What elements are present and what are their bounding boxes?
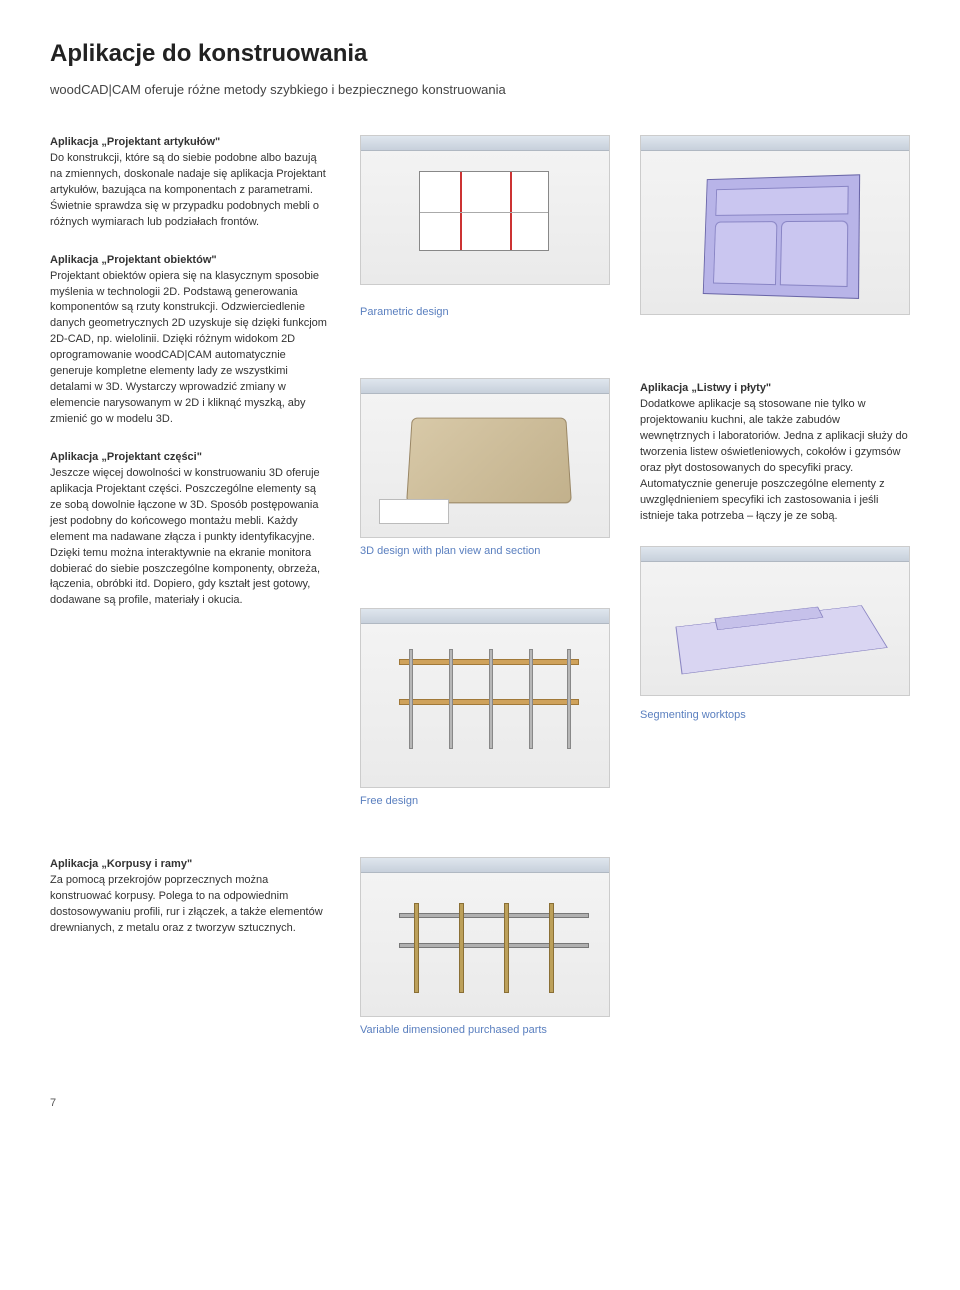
section-obiektow-heading: Aplikacja „Projektant obiektów"	[50, 254, 217, 266]
screenshot-worktop	[640, 546, 910, 696]
caption-worktop: Segmenting worktops	[640, 708, 910, 723]
section-korpusy-heading: Aplikacja „Korpusy i ramy"	[50, 858, 192, 870]
column-middle: Parametric design 3D design with plan vi…	[360, 135, 610, 827]
column-right-bottom	[640, 857, 910, 1056]
section-artykulow-body: Do konstrukcji, które są do siebie podob…	[50, 152, 326, 228]
screenshot-3d-plan	[360, 378, 610, 538]
page-subtitle: woodCAD|CAM oferuje różne metody szybkie…	[50, 82, 910, 97]
screenshot-parametric	[360, 135, 610, 285]
column-left-bottom: Aplikacja „Korpusy i ramy" Za pomocą prz…	[50, 857, 330, 1056]
section-artykulow: Aplikacja „Projektant artykułów" Do kons…	[50, 135, 330, 231]
section-korpusy-body: Za pomocą przekrojów poprzecznych można …	[50, 874, 323, 934]
column-right: Aplikacja „Listwy i płyty" Dodatkowe apl…	[640, 135, 910, 827]
column-left: Aplikacja „Projektant artykułów" Do kons…	[50, 135, 330, 827]
section-listwy-heading: Aplikacja „Listwy i płyty"	[640, 382, 771, 394]
caption-parametric: Parametric design	[360, 305, 610, 320]
section-obiektow-body: Projektant obiektów opiera się na klasyc…	[50, 270, 327, 425]
column-middle-bottom: Variable dimensioned purchased parts	[360, 857, 610, 1056]
section-artykulow-heading: Aplikacja „Projektant artykułów"	[50, 136, 220, 148]
section-czesci-heading: Aplikacja „Projektant części"	[50, 451, 202, 463]
columns: Aplikacja „Projektant artykułów" Do kons…	[50, 135, 910, 827]
section-czesci-body: Jeszcze więcej dowolności w konstruowani…	[50, 467, 320, 607]
caption-variable: Variable dimensioned purchased parts	[360, 1023, 610, 1038]
screenshot-variable	[360, 857, 610, 1017]
caption-free: Free design	[360, 794, 610, 809]
section-obiektow: Aplikacja „Projektant obiektów" Projekta…	[50, 253, 330, 428]
page-title: Aplikacje do konstruowania	[50, 40, 910, 68]
screenshot-free	[360, 608, 610, 788]
caption-3d-plan: 3D design with plan view and section	[360, 544, 610, 559]
section-listwy-body: Dodatkowe aplikacje są stosowane nie tyl…	[640, 398, 908, 522]
section-czesci: Aplikacja „Projektant części" Jeszcze wi…	[50, 450, 330, 609]
screenshot-dresser	[640, 135, 910, 315]
columns-bottom: Aplikacja „Korpusy i ramy" Za pomocą prz…	[50, 857, 910, 1056]
section-listwy: Aplikacja „Listwy i płyty" Dodatkowe apl…	[640, 381, 910, 524]
page-number: 7	[50, 1097, 910, 1109]
section-korpusy: Aplikacja „Korpusy i ramy" Za pomocą prz…	[50, 857, 330, 937]
